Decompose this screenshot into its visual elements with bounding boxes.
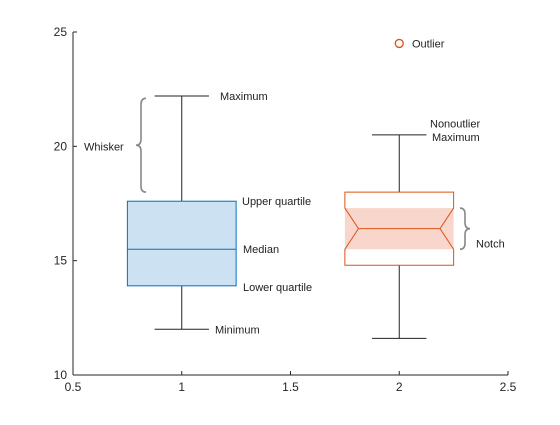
annotation-minimum: Minimum (215, 324, 260, 336)
notch-brace (459, 207, 471, 251)
annotations: Maximum Upper quartile Median Lower quartil… (84, 38, 505, 336)
outlier-marker (394, 38, 404, 49)
x-tick-label: 2 (396, 380, 403, 394)
y-tick-label: 15 (54, 254, 68, 268)
box-group-2 (344, 38, 455, 339)
whisker-brace (135, 97, 147, 193)
annotation-notch: Notch (476, 239, 505, 251)
box-group-1 (126, 95, 237, 330)
notched-box (344, 191, 455, 266)
x-tick-label: 1.5 (282, 380, 299, 394)
x-tick-label: 2.5 (500, 380, 517, 394)
annotation-nonoutlier: Nonoutlier (430, 118, 480, 130)
annotation-upper-quartile: Upper quartile (242, 196, 311, 208)
annotation-nonoutlier-maximum: Maximum (432, 132, 480, 144)
y-tick-label: 10 (54, 368, 68, 382)
x-tick-label: 1 (178, 380, 185, 394)
y-tick-label: 25 (54, 25, 68, 39)
y-tick-label: 20 (54, 139, 68, 153)
axes: 0.5 1 1.5 2 2.5 10 15 20 25 (54, 25, 517, 394)
boxes (126, 38, 455, 339)
annotation-lower-quartile: Lower quartile (243, 282, 312, 294)
annotation-maximum: Maximum (220, 91, 268, 103)
annotation-median: Median (243, 244, 279, 256)
x-tick-label: 0.5 (65, 380, 82, 394)
annotation-outlier: Outlier (412, 38, 445, 50)
box (126, 200, 237, 287)
annotation-whisker: Whisker (84, 141, 124, 153)
